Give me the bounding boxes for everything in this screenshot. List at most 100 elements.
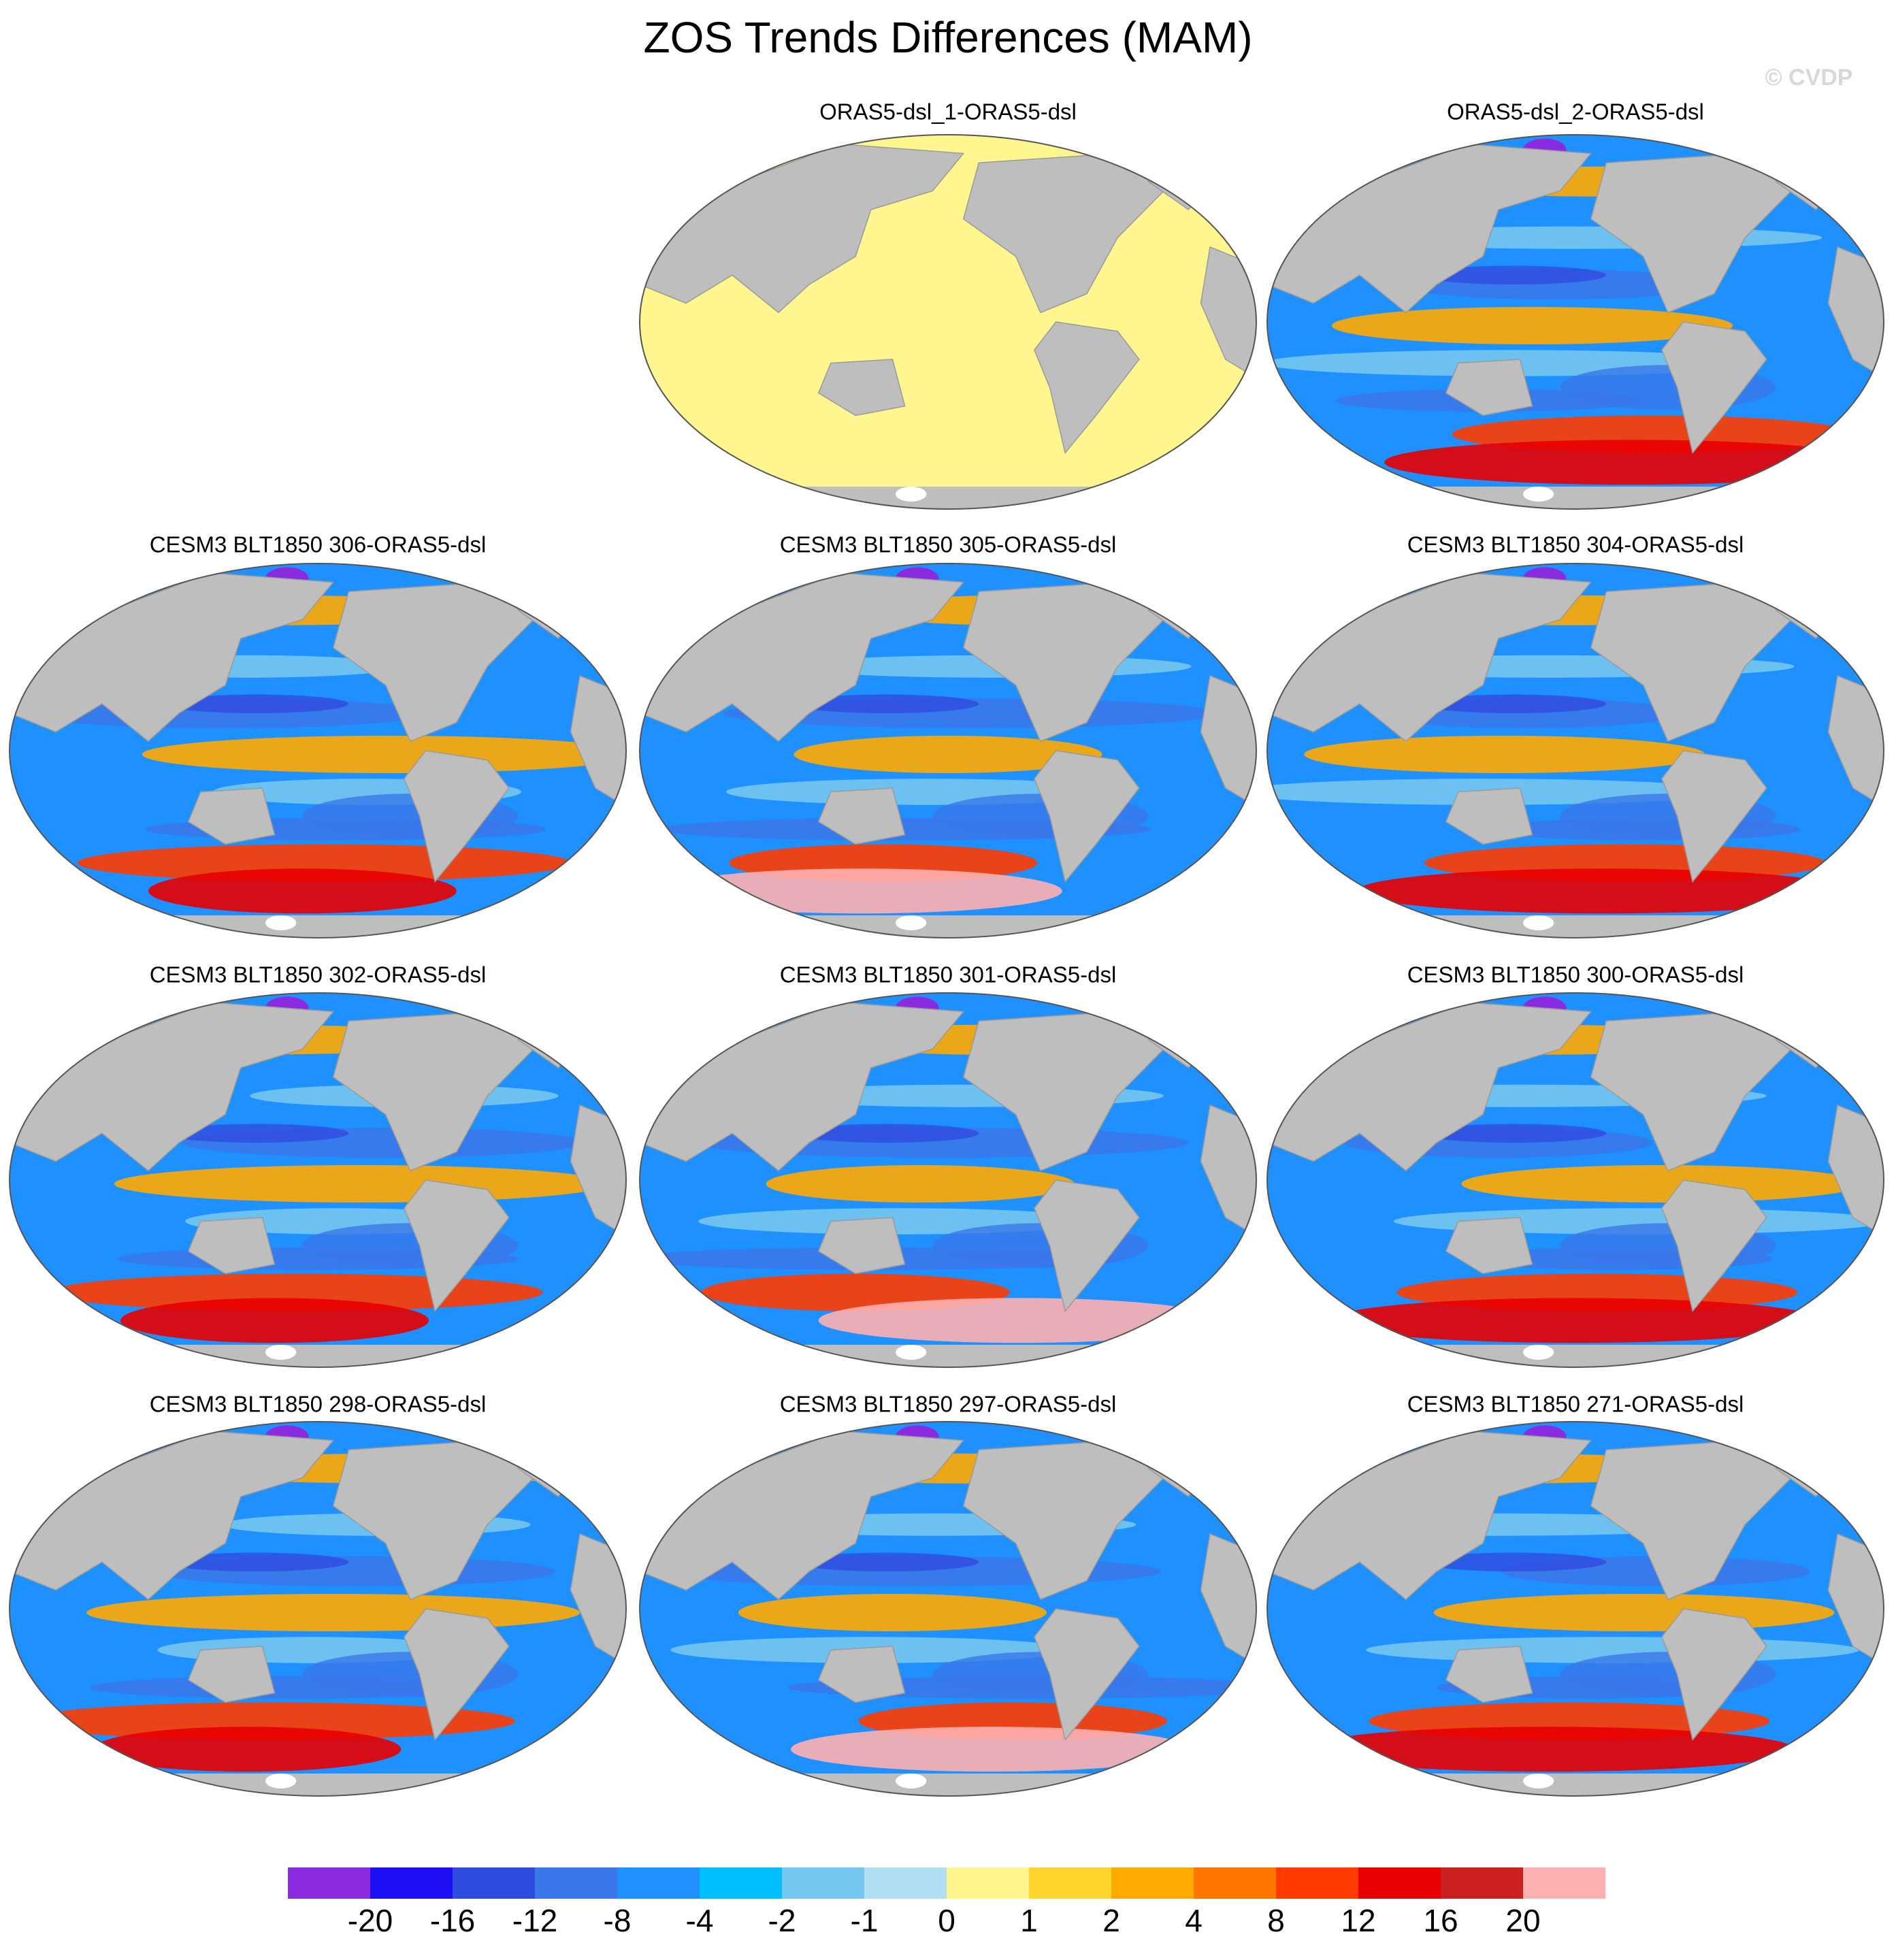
- colorbar-label: -1: [851, 1903, 879, 1938]
- field-patch: [1421, 265, 1607, 284]
- map-panel: [1266, 134, 1884, 510]
- field-patch: [1421, 1124, 1607, 1143]
- land: [10, 572, 335, 742]
- map-field: [10, 1422, 626, 1796]
- land: [1661, 750, 1767, 883]
- map-field: [1267, 993, 1884, 1367]
- ice-shelf: [1522, 487, 1554, 502]
- antarctica: [640, 1345, 1256, 1367]
- field-band: [766, 1165, 1075, 1203]
- panel-title: ORAS5-dsl_1-ORAS5-dsl: [819, 99, 1077, 125]
- land: [1267, 572, 1592, 742]
- map-border: [639, 1421, 1257, 1797]
- land: [187, 1217, 276, 1275]
- ice-shelf: [1522, 1774, 1554, 1788]
- antarctica: [1267, 487, 1884, 509]
- field-band: [1461, 1165, 1863, 1203]
- field-patch: [1421, 694, 1607, 713]
- colorbar-box: [1358, 1867, 1441, 1899]
- field-band: [1332, 307, 1733, 344]
- colorbar-label: 2: [1102, 1903, 1120, 1938]
- field-band: [790, 1727, 1192, 1772]
- colorbar-box: [947, 1867, 1029, 1899]
- field-patch: [794, 1552, 979, 1571]
- panel-title: CESM3 BLT1850 302-ORAS5-dsl: [150, 962, 487, 987]
- field-band: [661, 868, 1062, 914]
- map-panel: [639, 134, 1257, 510]
- ice-shelf: [265, 1774, 297, 1788]
- map-border: [9, 1421, 627, 1797]
- antarctica: [1267, 1345, 1884, 1367]
- map-field: [640, 1422, 1256, 1796]
- panel-title: CESM3 BLT1850 297-ORAS5-dsl: [780, 1392, 1117, 1417]
- land: [1033, 1608, 1140, 1742]
- panel-title: CESM3 BLT1850 298-ORAS5-dsl: [150, 1392, 487, 1417]
- map-panel: [1266, 1421, 1884, 1797]
- map-field: [1267, 564, 1884, 938]
- antarctica: [640, 1774, 1256, 1796]
- ice-shelf: [1522, 1345, 1554, 1360]
- land: [1445, 1217, 1533, 1275]
- map-border: [1266, 992, 1884, 1368]
- land: [1661, 1608, 1767, 1742]
- land: [1445, 359, 1533, 416]
- colorbar-label: 4: [1185, 1903, 1203, 1938]
- panel-title: CESM3 BLT1850 301-ORAS5-dsl: [780, 962, 1117, 987]
- colorbar-label: -4: [686, 1903, 714, 1938]
- land: [817, 1646, 906, 1703]
- ice-shelf: [265, 1345, 297, 1360]
- colorbar-label: -12: [512, 1903, 557, 1938]
- map-border: [1266, 1421, 1884, 1797]
- map-border: [1266, 134, 1884, 510]
- colorbar-label: 1: [1020, 1903, 1038, 1938]
- land: [1445, 1646, 1533, 1703]
- ice-shelf: [895, 1345, 927, 1360]
- land: [1267, 143, 1592, 314]
- map-field: [10, 993, 626, 1367]
- watermark: © CVDP: [1765, 65, 1853, 91]
- map-border: [9, 992, 627, 1368]
- field-band: [1301, 1727, 1795, 1772]
- land: [1033, 321, 1140, 455]
- field-band: [818, 1298, 1220, 1343]
- figure-title: ZOS Trends Differences (MAM): [643, 13, 1252, 62]
- panel-title: CESM3 BLT1850 305-ORAS5-dsl: [780, 532, 1117, 557]
- colorbar-box: [453, 1867, 535, 1899]
- colorbar-label: 8: [1267, 1903, 1285, 1938]
- antarctica: [10, 1345, 626, 1367]
- colorbar-box: [1194, 1867, 1276, 1899]
- field-patch: [1421, 1552, 1607, 1571]
- field-patch: [163, 1552, 349, 1571]
- colorbar-box: [864, 1867, 947, 1899]
- land: [403, 750, 510, 883]
- field-band: [142, 736, 626, 773]
- antarctica: [640, 915, 1256, 938]
- map-panel: [9, 563, 627, 938]
- field-band: [1356, 868, 1850, 914]
- map-panel: [1266, 992, 1884, 1368]
- field-patch: [794, 1124, 979, 1143]
- colorbar-box: [1029, 1867, 1111, 1899]
- colorbar-box: [1441, 1867, 1523, 1899]
- land: [640, 1430, 965, 1601]
- panel-title: ORAS5-dsl_2-ORAS5-dsl: [1447, 99, 1704, 125]
- colorbar-label: 20: [1505, 1903, 1540, 1938]
- field-band: [93, 1727, 402, 1772]
- field-band: [1304, 736, 1705, 773]
- field-band: [120, 1298, 429, 1343]
- land: [1661, 1179, 1767, 1313]
- colorbar-box: [782, 1867, 864, 1899]
- land: [640, 143, 965, 314]
- land: [640, 572, 965, 742]
- land: [1445, 787, 1533, 845]
- antarctica: [1267, 915, 1884, 938]
- land: [817, 1217, 906, 1275]
- field-patch: [163, 1124, 349, 1143]
- map-panel: [639, 1421, 1257, 1797]
- field-band: [1433, 1594, 1835, 1631]
- colorbar-box: [1111, 1867, 1194, 1899]
- colorbar-box: [1276, 1867, 1358, 1899]
- colorbar-label: 0: [938, 1903, 955, 1938]
- colorbar-label: -8: [604, 1903, 632, 1938]
- map-panel: [9, 1421, 627, 1797]
